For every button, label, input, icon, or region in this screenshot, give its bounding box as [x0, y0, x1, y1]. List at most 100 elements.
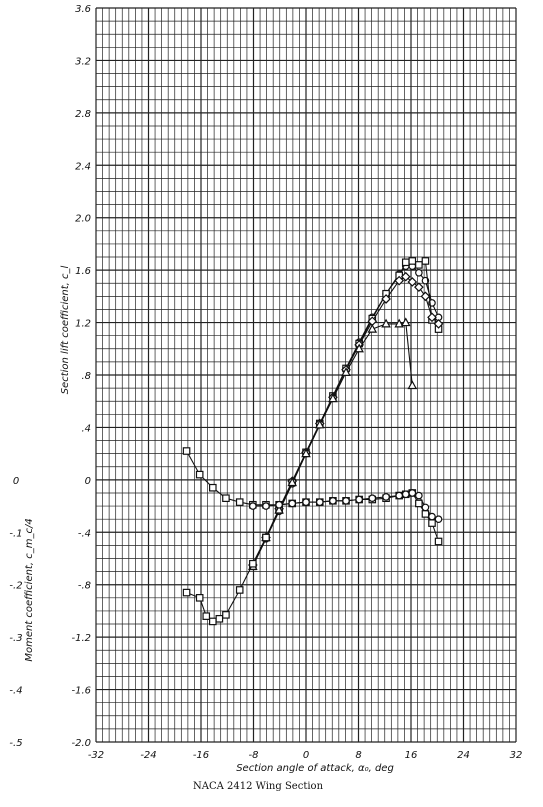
data-point-triangle [367, 323, 378, 333]
data-point-circle [342, 497, 350, 505]
data-point-square [421, 257, 430, 265]
data-point-square [235, 586, 244, 594]
data-point-square [195, 594, 204, 602]
lift-tick-label: -.4 [78, 528, 91, 539]
moment-tick-label: -.1 [9, 528, 22, 539]
data-point-square [428, 519, 436, 527]
data-point-square [421, 510, 430, 518]
data-point-square [401, 258, 410, 267]
lift-tick-label: 3.2 [75, 56, 91, 67]
data-point-square [434, 537, 443, 546]
data-point-circle [249, 502, 257, 510]
data-point-triangle [287, 477, 298, 487]
moment-tick-labels: 0 -.1 -.2 -.3 -.4 -.5 [9, 476, 22, 749]
moment-tick-label: -.5 [9, 738, 22, 749]
data-point-triangle [394, 318, 404, 328]
lift-tick-label: 1.6 [75, 266, 91, 277]
data-point-circle [408, 489, 417, 497]
data-point-triangle [400, 317, 411, 327]
data-point-triangle [381, 318, 391, 328]
x-tick-label: 16 [405, 750, 418, 761]
data-point-diamond [381, 294, 391, 304]
data-point-circle [288, 499, 297, 508]
data-point-circle [395, 491, 403, 500]
x-tick-label: 0 [303, 750, 309, 761]
x-tick-label: -16 [193, 750, 209, 761]
lift-tick-label: 0 [85, 476, 91, 487]
data-point-triangle [274, 504, 284, 514]
data-point-circle [415, 491, 423, 500]
y-axis-label-moment: Moment coefficient, c_m_c/4 [24, 518, 35, 661]
data-point-diamond [394, 275, 405, 286]
data-point-triangle [328, 393, 338, 403]
data-point-circle [302, 498, 310, 506]
data-point-triangle [341, 367, 351, 376]
lift-tick-label: 3.6 [75, 4, 91, 15]
data-point-triangle [407, 380, 418, 390]
data-point-square [222, 611, 230, 619]
series-group [182, 257, 444, 626]
lift-tick-label: 1.2 [75, 319, 91, 330]
data-point-square [202, 612, 211, 620]
data-point-circle [415, 268, 423, 277]
lift-tick-label: .8 [81, 371, 91, 382]
data-point-diamond [414, 282, 424, 293]
data-point-square [408, 257, 417, 265]
chart-caption: NACA 2412 Wing Section [193, 781, 324, 792]
data-point-square [182, 447, 191, 455]
moment-tick-label: 0 [13, 476, 19, 487]
data-point-circle [368, 494, 377, 503]
data-point-square [415, 261, 423, 269]
data-point-circle [401, 490, 410, 499]
data-point-circle [428, 512, 436, 521]
data-point-circle [382, 493, 390, 501]
x-tick-label: -32 [88, 750, 104, 761]
data-point-circle [275, 500, 283, 509]
lift-tick-label: -1.6 [71, 686, 91, 697]
moment-tick-label: -.2 [9, 581, 22, 592]
series-moment-circle [249, 489, 443, 523]
x-tick-label: -24 [140, 750, 156, 761]
moment-tick-label: -.4 [9, 686, 22, 697]
data-point-diamond [400, 271, 411, 282]
data-point-circle [315, 498, 324, 506]
x-axis-label: Section angle of attack, α₀, deg [236, 763, 394, 774]
data-point-diamond [420, 291, 431, 302]
data-point-circle [421, 503, 430, 512]
data-point-square [249, 559, 257, 568]
data-point-circle [262, 502, 270, 510]
x-tick-label: 24 [457, 750, 470, 761]
data-point-diamond [407, 277, 418, 287]
lift-tick-label: 2.4 [75, 161, 91, 172]
lift-tick-label: 2.0 [75, 214, 91, 225]
lift-tick-label: -1.2 [71, 633, 91, 644]
data-point-square [195, 470, 204, 479]
data-point-square [182, 588, 191, 597]
grid [95, 7, 517, 743]
series-lift-square [182, 533, 270, 626]
data-point-triangle [314, 419, 325, 429]
lift-tick-label: 2.8 [75, 109, 91, 120]
x-tick-labels: -32 -24 -16 -8 0 8 16 24 32 [88, 750, 523, 761]
data-point-circle [434, 515, 443, 523]
lift-tick-label: -.8 [78, 581, 91, 592]
lift-tick-label: -2.0 [71, 738, 91, 749]
data-point-circle [329, 497, 337, 505]
data-point-circle [355, 495, 363, 504]
data-point-triangle [354, 343, 364, 353]
x-tick-label: 32 [510, 750, 523, 761]
data-point-square [235, 498, 244, 506]
lift-tick-labels: -2.0 -1.6 -1.2 -.8 -.4 0 .4 .8 1.2 1.6 2.0 2.4 2.8 3.… [71, 4, 91, 749]
data-point-square [222, 494, 230, 503]
data-point-triangle [301, 448, 311, 458]
y-axis-label-lift: Section lift coefficient, c_l [60, 265, 71, 394]
x-tick-label: -8 [249, 750, 259, 761]
data-point-diamond [433, 319, 444, 329]
data-point-square [209, 617, 217, 626]
data-point-square [262, 533, 270, 542]
data-point-square [215, 614, 224, 623]
moment-tick-label: -.3 [9, 633, 22, 644]
data-point-square [209, 483, 217, 492]
data-point-diamond [427, 312, 437, 323]
